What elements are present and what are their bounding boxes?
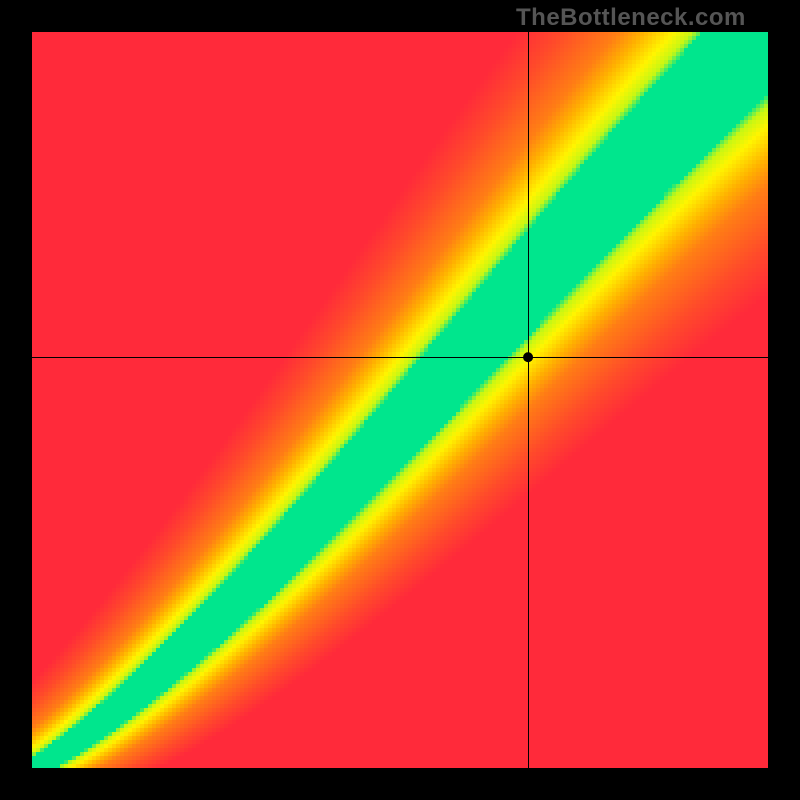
- heatmap-canvas: [0, 0, 800, 800]
- watermark-text: TheBottleneck.com: [516, 4, 746, 32]
- chart-container: TheBottleneck.com: [0, 0, 800, 800]
